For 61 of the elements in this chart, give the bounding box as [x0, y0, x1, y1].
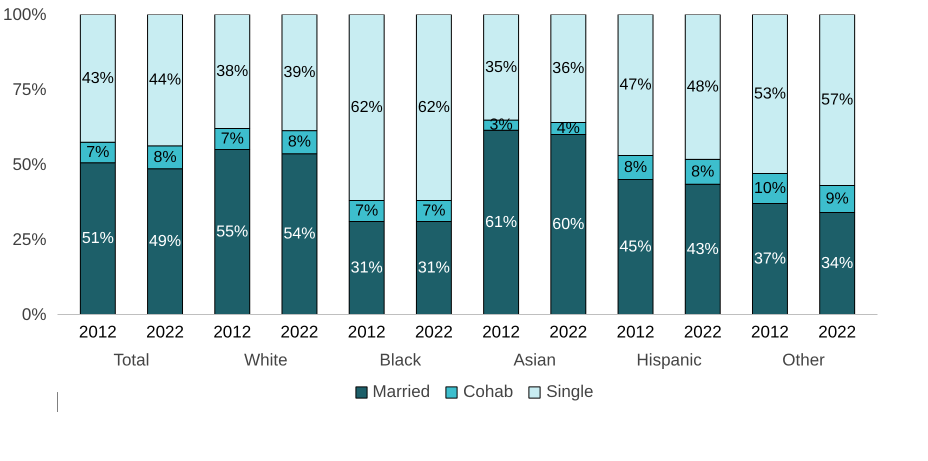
data-label: 57% — [821, 92, 854, 108]
data-label: 48% — [686, 78, 719, 96]
data-label: 62% — [418, 99, 450, 116]
data-label: 51% — [82, 230, 114, 248]
x-tick-label: 2022 — [549, 322, 588, 342]
x-tick-label: 2012 — [78, 322, 117, 342]
data-label: 8% — [288, 134, 312, 151]
x-tick-label: 2022 — [684, 322, 722, 342]
data-label: 45% — [620, 238, 652, 256]
text: Total — [113, 350, 150, 370]
legend-label: Single — [546, 382, 594, 402]
data-label: 38% — [216, 63, 248, 80]
data-label: 44% — [149, 72, 182, 89]
x-tick-label: 2022 — [280, 322, 318, 342]
text: White — [244, 350, 288, 370]
data-label: 8% — [153, 148, 177, 166]
y-tick-label: 25% — [12, 230, 47, 249]
legend-label: Cohab — [463, 382, 514, 402]
x-tick-label: 2012 — [213, 322, 252, 342]
text: Other — [782, 350, 826, 370]
data-label: 54% — [283, 226, 316, 243]
data-label: 36% — [552, 60, 584, 77]
data-label: 43% — [82, 70, 114, 87]
text: Hispanic — [636, 350, 702, 370]
data-label: 62% — [350, 99, 383, 116]
data-label: 43% — [686, 240, 719, 258]
data-label: 7% — [355, 202, 378, 220]
data-label: 3% — [490, 116, 513, 134]
data-label: 49% — [149, 233, 182, 250]
text: Asian — [513, 350, 556, 370]
data-label: 47% — [620, 76, 652, 94]
x-tick-label: 2012 — [482, 322, 520, 342]
x-tick-label: 2012 — [348, 322, 386, 342]
y-tick-label: 75% — [12, 80, 47, 99]
data-label: 53% — [754, 86, 786, 102]
x-tick-label: 2022 — [818, 322, 856, 342]
data-label: 60% — [552, 216, 584, 233]
data-label: 39% — [283, 64, 316, 82]
data-label: 35% — [485, 58, 518, 76]
data-label: 10% — [754, 180, 786, 197]
data-label: 31% — [418, 260, 450, 276]
legend-label: Married — [372, 382, 430, 402]
data-label: 31% — [350, 260, 383, 276]
x-tick-label: 2012 — [751, 322, 789, 342]
x-tick-label: 2012 — [616, 322, 654, 342]
data-label: 37% — [754, 250, 786, 268]
data-label: 7% — [86, 144, 110, 161]
y-tick-label: 100% — [3, 5, 47, 24]
data-label: 55% — [216, 224, 248, 240]
data-label: 8% — [691, 163, 714, 180]
y-tick-label: 50% — [12, 155, 47, 174]
data-label: 7% — [422, 202, 446, 220]
data-label: 7% — [220, 130, 244, 148]
data-label: 9% — [826, 190, 849, 208]
data-label: 61% — [485, 214, 518, 231]
data-label: 8% — [624, 159, 648, 176]
y-tick-label: 0% — [22, 305, 47, 324]
x-tick-label: 2022 — [146, 322, 184, 342]
data-label: 34% — [821, 255, 854, 272]
text: Black — [380, 350, 422, 370]
x-tick-label: 2022 — [414, 322, 453, 342]
